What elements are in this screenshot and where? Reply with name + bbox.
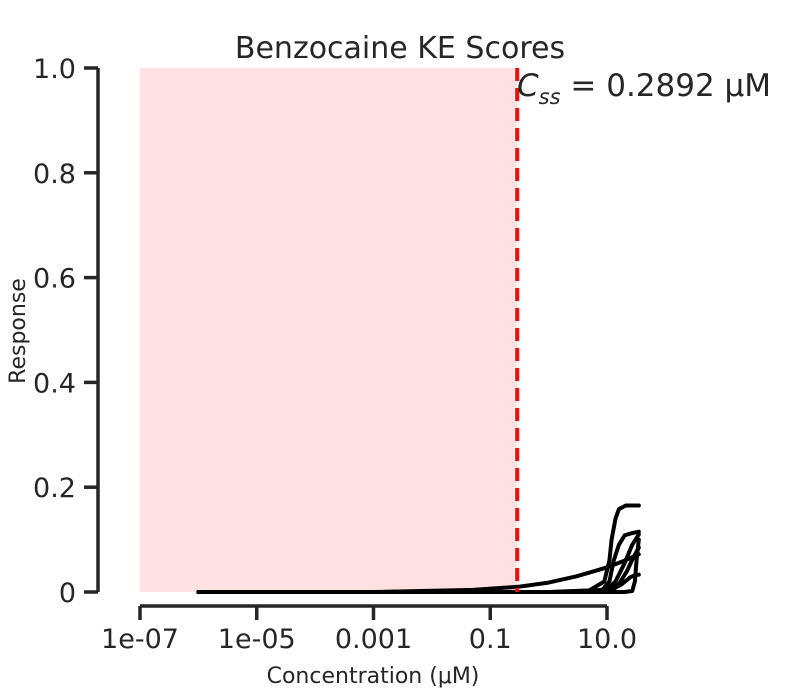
x-axis-label: Concentration (μM) [267, 664, 480, 689]
y-tick-label: 0.8 [33, 159, 76, 190]
css-annotation: Css = 0.2892 μM [517, 68, 771, 109]
y-tick-label: 1.0 [33, 54, 76, 85]
x-tick-label: 1e-05 [218, 624, 296, 655]
y-axis-label: Response [6, 278, 31, 384]
y-tick-label: 0 [59, 578, 76, 609]
y-tick-label: 0.6 [33, 264, 76, 295]
y-ticks: 0 0.2 0.4 0.6 0.8 1.0 [33, 54, 98, 609]
css-shaded-region [140, 68, 518, 592]
css-annotation-prefix: C [517, 68, 539, 104]
x-tick-label: 0.001 [335, 624, 412, 655]
series-line-7 [196, 537, 641, 594]
css-annotation-subscript: ss [539, 85, 561, 109]
y-tick-label: 0.2 [33, 473, 76, 504]
x-tick-label: 1e-07 [101, 624, 179, 655]
x-tick-label: 0.1 [469, 624, 512, 655]
css-annotation-text: = 0.2892 μM [561, 68, 771, 104]
chart-title: Benzocaine KE Scores [235, 31, 565, 66]
series-layer [196, 503, 641, 594]
y-tick-label: 0.4 [33, 368, 76, 399]
x-tick-label: 10.0 [577, 624, 637, 655]
x-ticks: 1e-07 1e-05 0.001 0.1 10.0 [101, 606, 637, 655]
